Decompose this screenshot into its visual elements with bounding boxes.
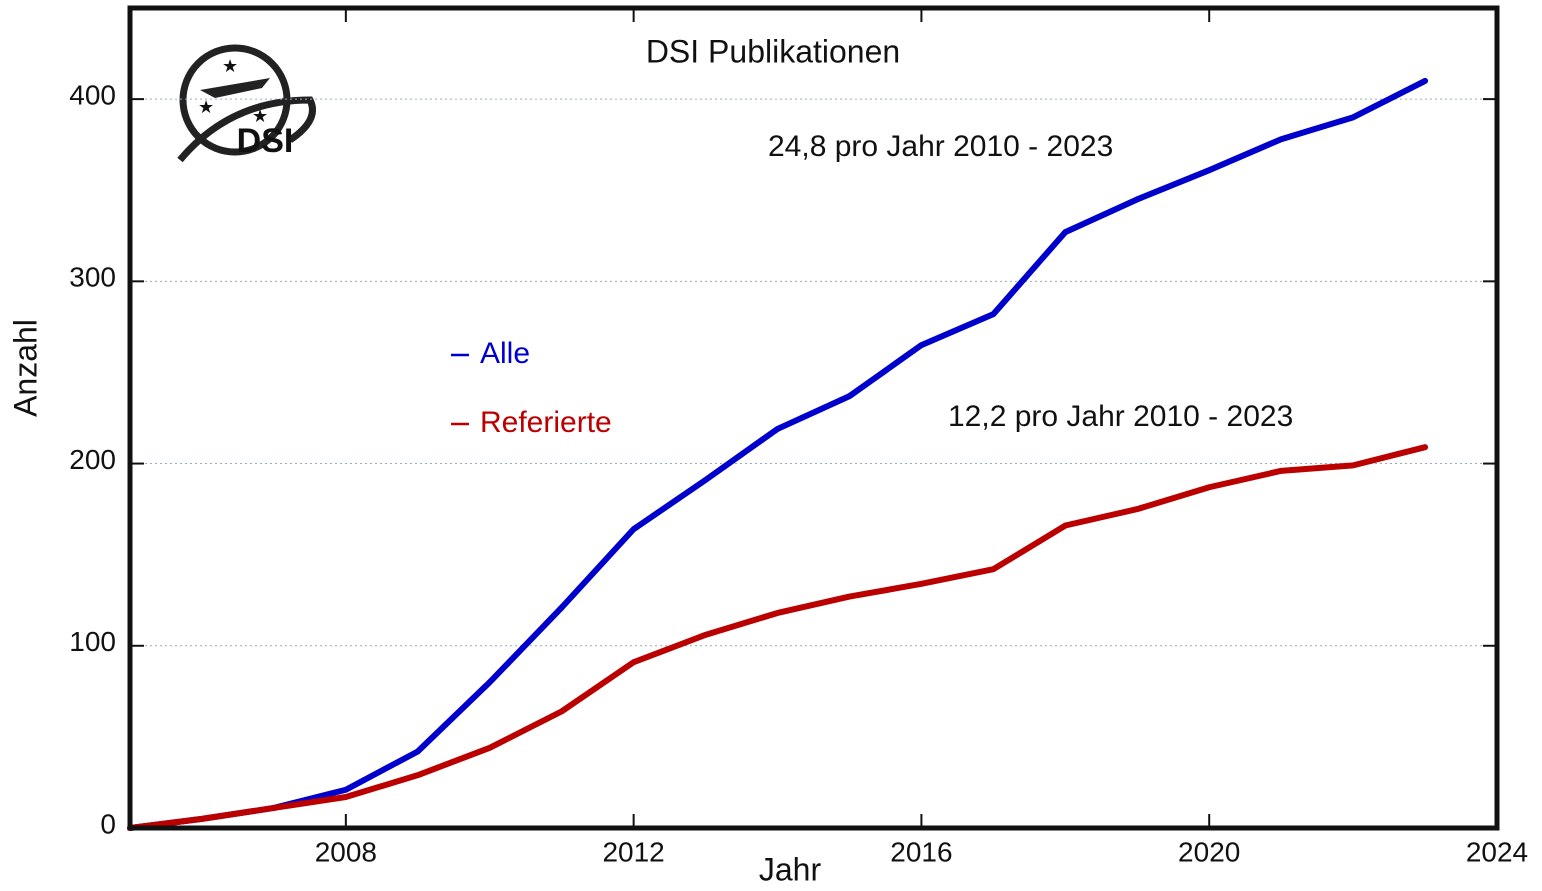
y-tick-label: 0 (100, 808, 116, 839)
annotation: 12,2 pro Jahr 2010 - 2023 (948, 400, 1293, 433)
logo-star: ★ (252, 106, 268, 126)
data-line (127, 77, 1429, 831)
annotation: 24,8 pro Jahr 2010 - 2023 (768, 130, 1113, 163)
x-tick-label: 2012 (602, 836, 664, 867)
plot-frame (127, 5, 1500, 831)
logo-star: ★ (198, 97, 214, 117)
logo-orbit (177, 96, 316, 163)
chart-title: DSI Publikationen (646, 33, 900, 69)
logo-plane (200, 78, 270, 98)
logo: ★ ★ ★ DSI (177, 44, 316, 163)
data-line (127, 444, 1429, 831)
x-tick-label: 2008 (315, 836, 377, 867)
y-tick-label: 100 (69, 626, 116, 657)
y-tick-label: 300 (69, 262, 116, 293)
y-tick-label: 200 (69, 444, 116, 475)
legend-label: Alle (480, 337, 530, 370)
x-tick-label: 2020 (1178, 836, 1240, 867)
y-axis-label: Anzahl (7, 319, 43, 417)
logo-text: DSI (237, 122, 294, 160)
x-axis-label: Jahr (759, 851, 822, 887)
logo-star: ★ (222, 56, 238, 76)
x-tick-label: 2016 (890, 836, 952, 867)
y-tick-label: 400 (69, 80, 116, 111)
x-tick-label: 2024 (1466, 836, 1528, 867)
legend-label: Referierte (480, 406, 612, 439)
